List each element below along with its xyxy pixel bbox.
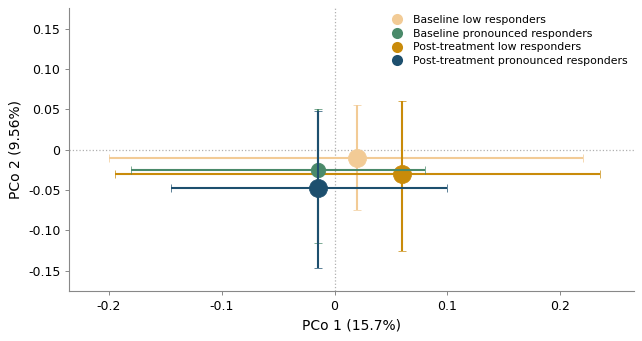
Legend: Baseline low responders, Baseline pronounced responders, Post-treatment low resp: Baseline low responders, Baseline pronou… [382,11,632,71]
X-axis label: PCo 1 (15.7%): PCo 1 (15.7%) [302,319,401,333]
Y-axis label: PCo 2 (9.56%): PCo 2 (9.56%) [8,100,22,199]
